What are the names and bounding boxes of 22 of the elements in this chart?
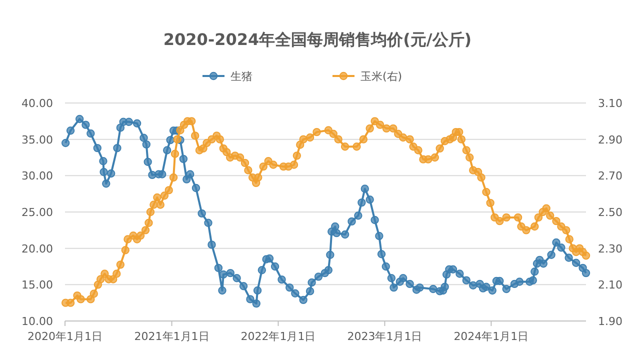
y2-tick-label: 2.30 (598, 242, 622, 256)
y2-tick-label: 1.90 (598, 315, 622, 328)
y-tick-label: 40.00 (22, 97, 53, 110)
x-tick-label: 2021年1月1日 (134, 330, 210, 343)
y-tick-label: 10.00 (22, 315, 53, 328)
x-tick-label: 2020年1月1日 (28, 330, 102, 343)
chart-title: 2020-2024年全国每周销售均价(元/公斤) (163, 30, 472, 49)
y2-tick-label: 2.50 (598, 206, 622, 219)
legend-label: 生猪 (230, 70, 252, 83)
y-tick-label: 15.00 (22, 278, 53, 292)
y2-tick-label: 3.10 (598, 97, 622, 110)
y-tick-label: 25.00 (22, 206, 53, 219)
x-tick-label: 2022年1月1日 (240, 330, 316, 343)
x-tick-label: 2024年1月1日 (454, 330, 529, 343)
legend-label: 玉米(右) (360, 70, 402, 83)
y2-tick-label: 2.90 (598, 133, 622, 146)
y-tick-label: 30.00 (22, 170, 53, 183)
x-tick-label: 2023年1月1日 (347, 330, 422, 343)
y2-tick-label: 2.10 (598, 278, 622, 292)
y-tick-label: 20.00 (22, 242, 53, 256)
y2-tick-label: 2.70 (598, 170, 622, 183)
y-tick-label: 35.00 (22, 133, 53, 146)
